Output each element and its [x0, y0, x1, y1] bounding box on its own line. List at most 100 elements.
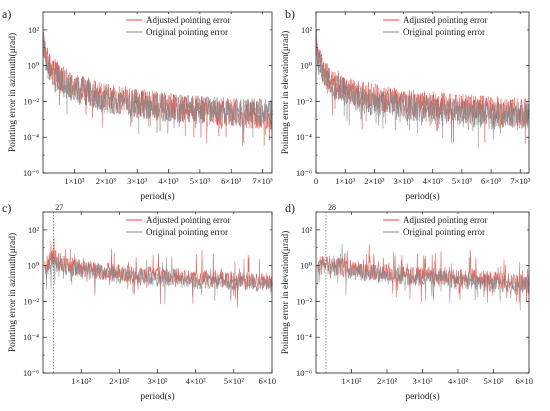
x-tick-label: 2×10²: [109, 376, 130, 386]
data-point: [156, 277, 159, 280]
data-point: [439, 277, 442, 280]
data-point: [137, 275, 140, 278]
y-axis-title: Pointing error in azimuth(μrad): [7, 33, 18, 152]
y-tick-label: 10²: [28, 225, 40, 235]
data-point: [230, 109, 233, 112]
data-point: [332, 266, 335, 269]
data-point: [350, 270, 353, 272]
axis-frame: [315, 11, 530, 174]
x-tick-label: 2×10³: [364, 176, 385, 186]
series-line-2: [316, 40, 529, 149]
data-point: [118, 271, 121, 274]
data-point: [373, 100, 376, 103]
series-line-1: [317, 244, 529, 303]
data-point: [198, 107, 201, 110]
x-tick-label: 7×10³: [253, 176, 274, 186]
y-tick-label: 10⁻⁴: [296, 332, 312, 342]
legend-label-2: Original pointing error: [146, 27, 228, 37]
legend-box: [379, 214, 527, 242]
y-tick-label: 10⁻⁴: [296, 132, 312, 142]
annotation-label: 27: [55, 203, 63, 212]
y-tick-label: 10⁰: [27, 61, 40, 71]
panel-label: a): [2, 7, 11, 21]
data-point: [421, 277, 424, 280]
x-tick-label: 2×10²: [377, 376, 398, 386]
data-point: [403, 275, 406, 278]
data-point: [51, 71, 54, 74]
data-point: [213, 279, 216, 282]
chart-panel-3: 10⁻⁶ 10⁻⁴ 10⁻² 10⁰ 10² 1×10² 2×10² 3×10² 4×10² 5×…: [2, 201, 276, 402]
data-point: [175, 277, 178, 280]
y-tick-label: 10⁻²: [23, 296, 39, 306]
y-tick-label: 10⁻⁴: [23, 132, 39, 142]
y-tick-label: 10⁰: [300, 61, 313, 71]
x-tick-label: 5×10²: [224, 376, 245, 386]
annotation-label: 28: [328, 203, 336, 212]
y-tick-label: 10⁰: [27, 261, 40, 271]
data-point: [99, 271, 102, 274]
data-point: [52, 261, 55, 264]
x-axis-title: period(s): [405, 191, 439, 202]
data-point: [368, 270, 371, 272]
data-point: [252, 282, 254, 285]
legend-label-2: Original pointing error: [403, 227, 485, 237]
axis-frame: [42, 11, 273, 174]
chart-panel-4: 10⁻⁶ 10⁻⁴ 10⁻² 10⁰ 10² 1×10² 2×10² 3×10² 4×10² 5×…: [280, 201, 533, 402]
data-point: [167, 105, 170, 108]
y-tick-label: 10²: [301, 25, 313, 35]
legend-label-1: Adjusted pointing error: [403, 215, 488, 225]
x-tick-label: 3×10²: [147, 376, 168, 386]
data-point: [232, 281, 235, 284]
x-tick-label: 6×10³: [221, 176, 242, 186]
x-tick-label: 1×10³: [335, 176, 356, 186]
x-tick-label: 4×10²: [448, 376, 469, 386]
data-point: [136, 102, 139, 105]
data-point: [261, 109, 264, 112]
panel-label: d): [285, 201, 295, 215]
data-point: [332, 82, 335, 85]
legend-label-1: Adjusted pointing error: [403, 15, 488, 25]
x-tick-label: 3×10³: [127, 176, 148, 186]
data-point: [118, 274, 121, 276]
y-axis-title: Pointing error in elevation(μrad): [280, 231, 291, 355]
data-point: [316, 266, 319, 269]
data-point: [403, 274, 406, 276]
x-tick-label: 1×10³: [64, 176, 85, 186]
x-tick-label: 4×10³: [158, 176, 179, 186]
panel-label: c): [2, 201, 11, 215]
data-point: [73, 86, 76, 89]
data-point: [344, 89, 347, 92]
data-point: [402, 104, 405, 107]
x-tick-label: 0: [314, 176, 318, 186]
data-point: [323, 74, 326, 76]
x-tick-label: 3×10³: [393, 176, 414, 186]
legend-box: [379, 14, 527, 42]
y-tick-label: 10⁻⁴: [23, 332, 39, 342]
panel-label: b): [285, 7, 295, 21]
legend-box: [122, 214, 270, 242]
legend-label-2: Original pointing error: [403, 27, 485, 37]
x-axis-title: period(s): [140, 191, 174, 202]
data-point: [80, 266, 83, 269]
x-tick-label: 1×10²: [341, 376, 362, 386]
data-point: [368, 271, 371, 274]
x-tick-label: 6×10: [258, 376, 276, 386]
data-point: [318, 61, 320, 64]
legend-label-1: Adjusted pointing error: [146, 215, 231, 225]
legend-label-2: Original pointing error: [146, 227, 228, 237]
data-point: [431, 107, 434, 110]
data-point: [104, 97, 107, 100]
series-line-2: [43, 32, 272, 146]
data-point: [61, 264, 63, 267]
data-point: [457, 279, 459, 282]
y-tick-label: 10⁻²: [296, 96, 312, 106]
data-point: [44, 266, 46, 269]
y-tick-label: 10⁻²: [23, 96, 39, 106]
y-tick-label: 10⁻⁶: [296, 168, 312, 178]
data-point: [421, 275, 424, 278]
y-axis-title: Pointing error in elevation(μrad): [280, 31, 291, 155]
x-axis-title: period(s): [140, 391, 174, 402]
data-point: [510, 281, 513, 284]
data-point: [519, 113, 522, 115]
x-tick-label: 1×10²: [71, 376, 92, 386]
